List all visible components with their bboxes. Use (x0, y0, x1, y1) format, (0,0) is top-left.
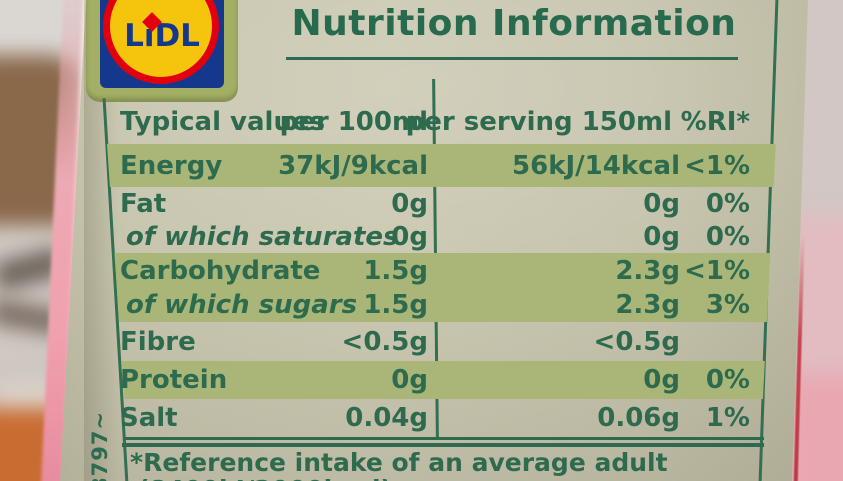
value-percent-ri: 0% (705, 365, 750, 395)
table-row-salt: Salt 0.04g 0.06g 1% (112, 399, 770, 437)
header-typical-values: Typical values (120, 107, 326, 137)
lidl-logo: LiDL (100, 0, 224, 88)
value-per-serving: 56kJ/14kcal (512, 150, 680, 181)
value-percent-ri: <1% (684, 255, 750, 286)
row-band-protein (104, 361, 778, 399)
value-per-serving: 2.3g (615, 255, 680, 286)
footnote-reference-intake: *Reference intake of an average adult (130, 448, 668, 477)
value-per-serving: 2.3g (615, 290, 680, 320)
value-percent-ri: 0% (705, 221, 750, 252)
table-bottom-rule-thick (122, 443, 764, 447)
nutrient-name: Energy (120, 150, 223, 181)
table-row-carbohydrate: Carbohydrate 1.5g 2.3g <1% (112, 253, 770, 288)
value-per-100ml: <0.5g (341, 326, 428, 357)
value-per-serving: <0.5g (593, 326, 680, 357)
nutrition-title: Nutrition Information (291, 3, 737, 44)
value-per-serving: 0g (643, 221, 680, 252)
lidl-logo-patch: LiDL (86, 0, 238, 102)
value-per-100ml: 37kJ/9kcal (278, 150, 428, 181)
nutrient-name: Fibre (120, 326, 196, 357)
table-row-fibre: Fibre <0.5g <0.5g (112, 322, 770, 361)
value-per-100ml: 1.5g (363, 290, 428, 320)
table-row-energy: Energy 37kJ/9kcal 56kJ/14kcal <1% (112, 144, 770, 187)
nutrient-name: Protein (120, 365, 228, 395)
row-band-energy (104, 144, 778, 187)
value-per-100ml: 0g (391, 221, 428, 252)
table-row-saturates: of which saturates 0g 0g 0% (112, 220, 770, 253)
value-per-100ml: 1.5g (363, 255, 428, 286)
value-percent-ri: <1% (684, 150, 750, 181)
table-header-row: Typical values per 100ml per serving 150… (112, 100, 770, 144)
nutrient-name: of which sugars (126, 290, 358, 320)
footnote-energy-basis: (8400kJ/2000kcal) (138, 475, 392, 481)
nutrient-name: of which saturates (126, 221, 399, 252)
table-row-protein: Protein 0g 0g 0% (112, 361, 770, 399)
header-per-serving: per serving 150ml (405, 107, 672, 137)
value-per-serving: 0.06g (597, 403, 680, 433)
header-per-100ml: per 100ml (279, 107, 428, 137)
lidl-logo-text: LiDL (124, 18, 200, 54)
nutrient-name: Fat (120, 188, 167, 219)
nutrient-name: Carbohydrate (120, 255, 321, 286)
table-row-fat: Fat 0g 0g 0% (112, 187, 770, 220)
package-side-code: 8797~ (88, 410, 112, 481)
value-per-100ml: 0g (391, 365, 428, 395)
row-highlight-bands (104, 100, 778, 437)
value-percent-ri: 1% (705, 403, 750, 433)
value-percent-ri: 0% (705, 188, 750, 219)
nutrition-table: Typical values per 100ml per serving 150… (112, 100, 770, 437)
value-percent-ri: 3% (705, 290, 750, 320)
table-row-sugars: of which sugars 1.5g 2.3g 3% (112, 288, 770, 322)
value-per-100ml: 0g (391, 188, 428, 219)
value-per-serving: 0g (643, 188, 680, 219)
header-percent-ri: %RI* (680, 107, 750, 137)
value-per-serving: 0g (643, 365, 680, 395)
row-band-carbohydrate (104, 253, 778, 322)
title-underline (286, 57, 738, 60)
nutrient-name: Salt (120, 403, 178, 433)
value-per-100ml: 0.04g (345, 403, 428, 433)
table-bottom-rule-thin (124, 437, 764, 440)
